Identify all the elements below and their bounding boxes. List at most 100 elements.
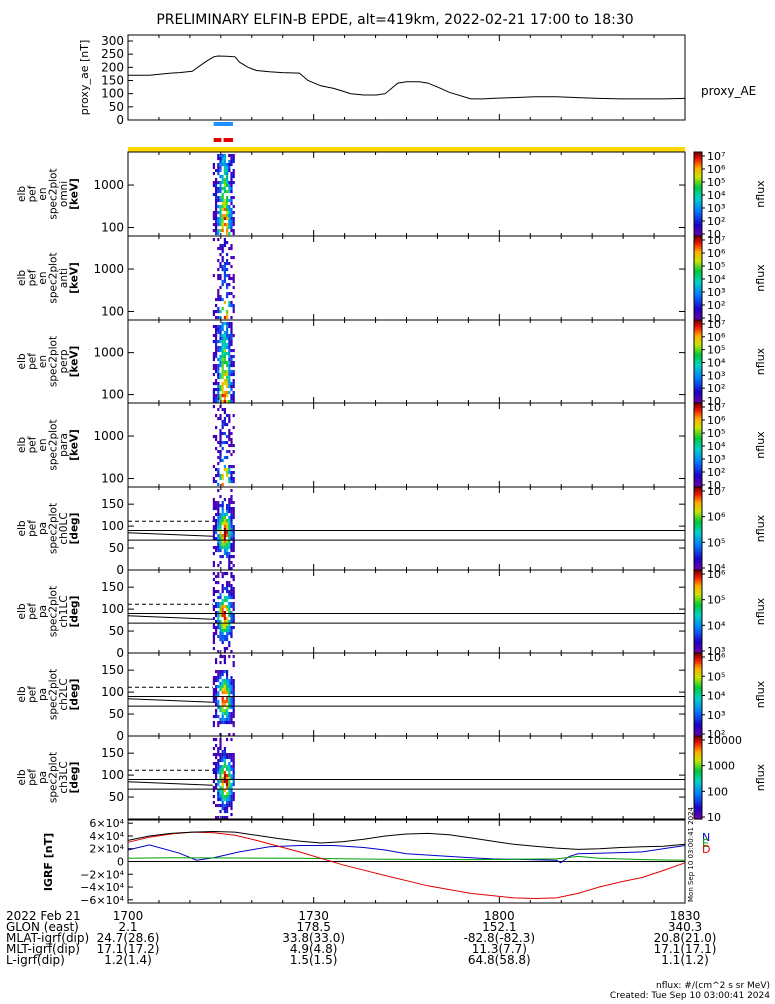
igrf-ytick-label: −4×10⁴ [80,881,124,894]
omni-colorbar-cell [694,202,702,206]
ch0LC-cell [232,537,235,541]
anti-cell [219,253,222,257]
ch3LC-colorbar-cell [694,746,702,750]
ch3LC-cell [215,768,218,772]
ch3LC-cell [223,795,226,799]
perp-cell [230,394,233,398]
ch0LC-colorbar-tick-label: 10⁴ [707,562,726,575]
ch1LC-cell [219,623,222,627]
ch2LC-cell [215,658,218,662]
omni-cell [219,187,222,191]
ch2LC-cell [230,685,233,689]
perp-cell [226,391,229,395]
ch2LC-cell [217,670,220,674]
ch0LC-cell [232,516,235,520]
ch0LC-cell [212,534,215,538]
ch3LC-cell [212,780,215,784]
ch1LC-cell [215,629,218,633]
anti-cell [230,256,233,260]
para-cell [226,441,229,445]
ch1LC-cell [219,593,222,597]
ch0LC-cell [221,501,224,505]
omni-cell [228,160,231,164]
igrf-stamp: Mon Sep 10 03:00:41 2024 [687,806,695,902]
ch0LC-cell [221,519,224,523]
perp-colorbar-cell [694,347,702,350]
ch0LC-cell [219,531,222,535]
ch2LC-colorbar-label: nflux [754,680,767,708]
para-cell [232,414,235,418]
ch0LC-cell [219,540,222,544]
ch2LC-cell [226,709,229,713]
ch0LC-colorbar-cell [694,518,702,521]
ephemeris-value: 1800 [484,909,515,923]
ch1LC-cell [223,587,226,591]
anti-colorbar-cell [694,301,702,304]
omni-cell [232,229,235,233]
ch3LC-cell [230,753,233,757]
ch2LC-cell [219,709,222,713]
perp-cell [215,334,218,338]
para-cell [219,414,222,418]
omni-cell [223,172,226,176]
perp-cell [230,385,233,389]
ch1LC-cell [230,614,233,618]
ch1LC-colorbar-tick-label: 10⁵ [707,594,725,607]
ch3LC-cell [228,765,231,769]
igrf-side-label: D [702,843,710,856]
ch1LC-cell [215,626,218,630]
ch2LC-cell [226,700,229,704]
para-cell [221,426,224,430]
omni-colorbar-cell [694,210,702,214]
ch3LC-cell [217,780,220,784]
perp-ylabel-line: [keV] [68,346,80,378]
omni-cell [223,154,226,158]
ch1LC-cell [228,644,231,648]
para-cell [219,405,222,409]
omni-cell [217,190,220,194]
anti-colorbar-cell [694,305,702,308]
perp-cell [221,355,224,359]
ch0LC-cell [228,504,231,508]
ephemeris-row-label: L-igrf(dip) [6,953,65,967]
ch1LC-colorbar-cell [694,646,702,650]
ch0LC-cell [215,549,218,553]
ch2LC-cell [230,706,233,710]
omni-cell [232,223,235,227]
ch3LC-cell [217,768,220,772]
ch1LC-cell [212,590,215,594]
ch1LC-cell [228,584,231,588]
omni-cell [217,169,220,173]
ch1LC-colorbar-cell [694,611,702,615]
ch2LC-cell [212,691,215,695]
perp-colorbar-cell [694,398,702,402]
ch2LC-colorbar-cell [694,667,702,671]
ch0LC-cell [230,501,233,505]
anti-colorbar-cell [694,284,702,287]
para-cell [219,450,222,454]
anti-cell [217,277,220,281]
para-cell [221,477,224,481]
perp-cell [223,373,226,377]
ch3LC-cell [221,807,224,811]
omni-cell [226,166,229,170]
perp-cell [217,349,220,353]
ch1LC-cell [215,614,218,618]
ch3LC-colorbar-cell [694,794,702,797]
ch2LC-cell [232,682,235,686]
perp-cell [232,370,235,374]
anti-heatmap [212,238,235,320]
para-cell [215,468,218,472]
ch1LC-cell [230,626,233,630]
ch2LC-colorbar-cell [694,661,702,664]
ch1LC-cell [212,623,215,627]
perp-cell [212,325,215,329]
ch3LC-cell [215,765,218,769]
ch1LC-lc-trace [127,615,213,620]
ch2LC-cell [230,715,233,719]
ch0LC-colorbar-cell [694,522,702,525]
omni-cell [226,199,229,203]
ch2LC-cell [219,685,222,689]
ch1LC-colorbar-cell [694,638,702,642]
para-colorbar-cell [694,478,702,482]
